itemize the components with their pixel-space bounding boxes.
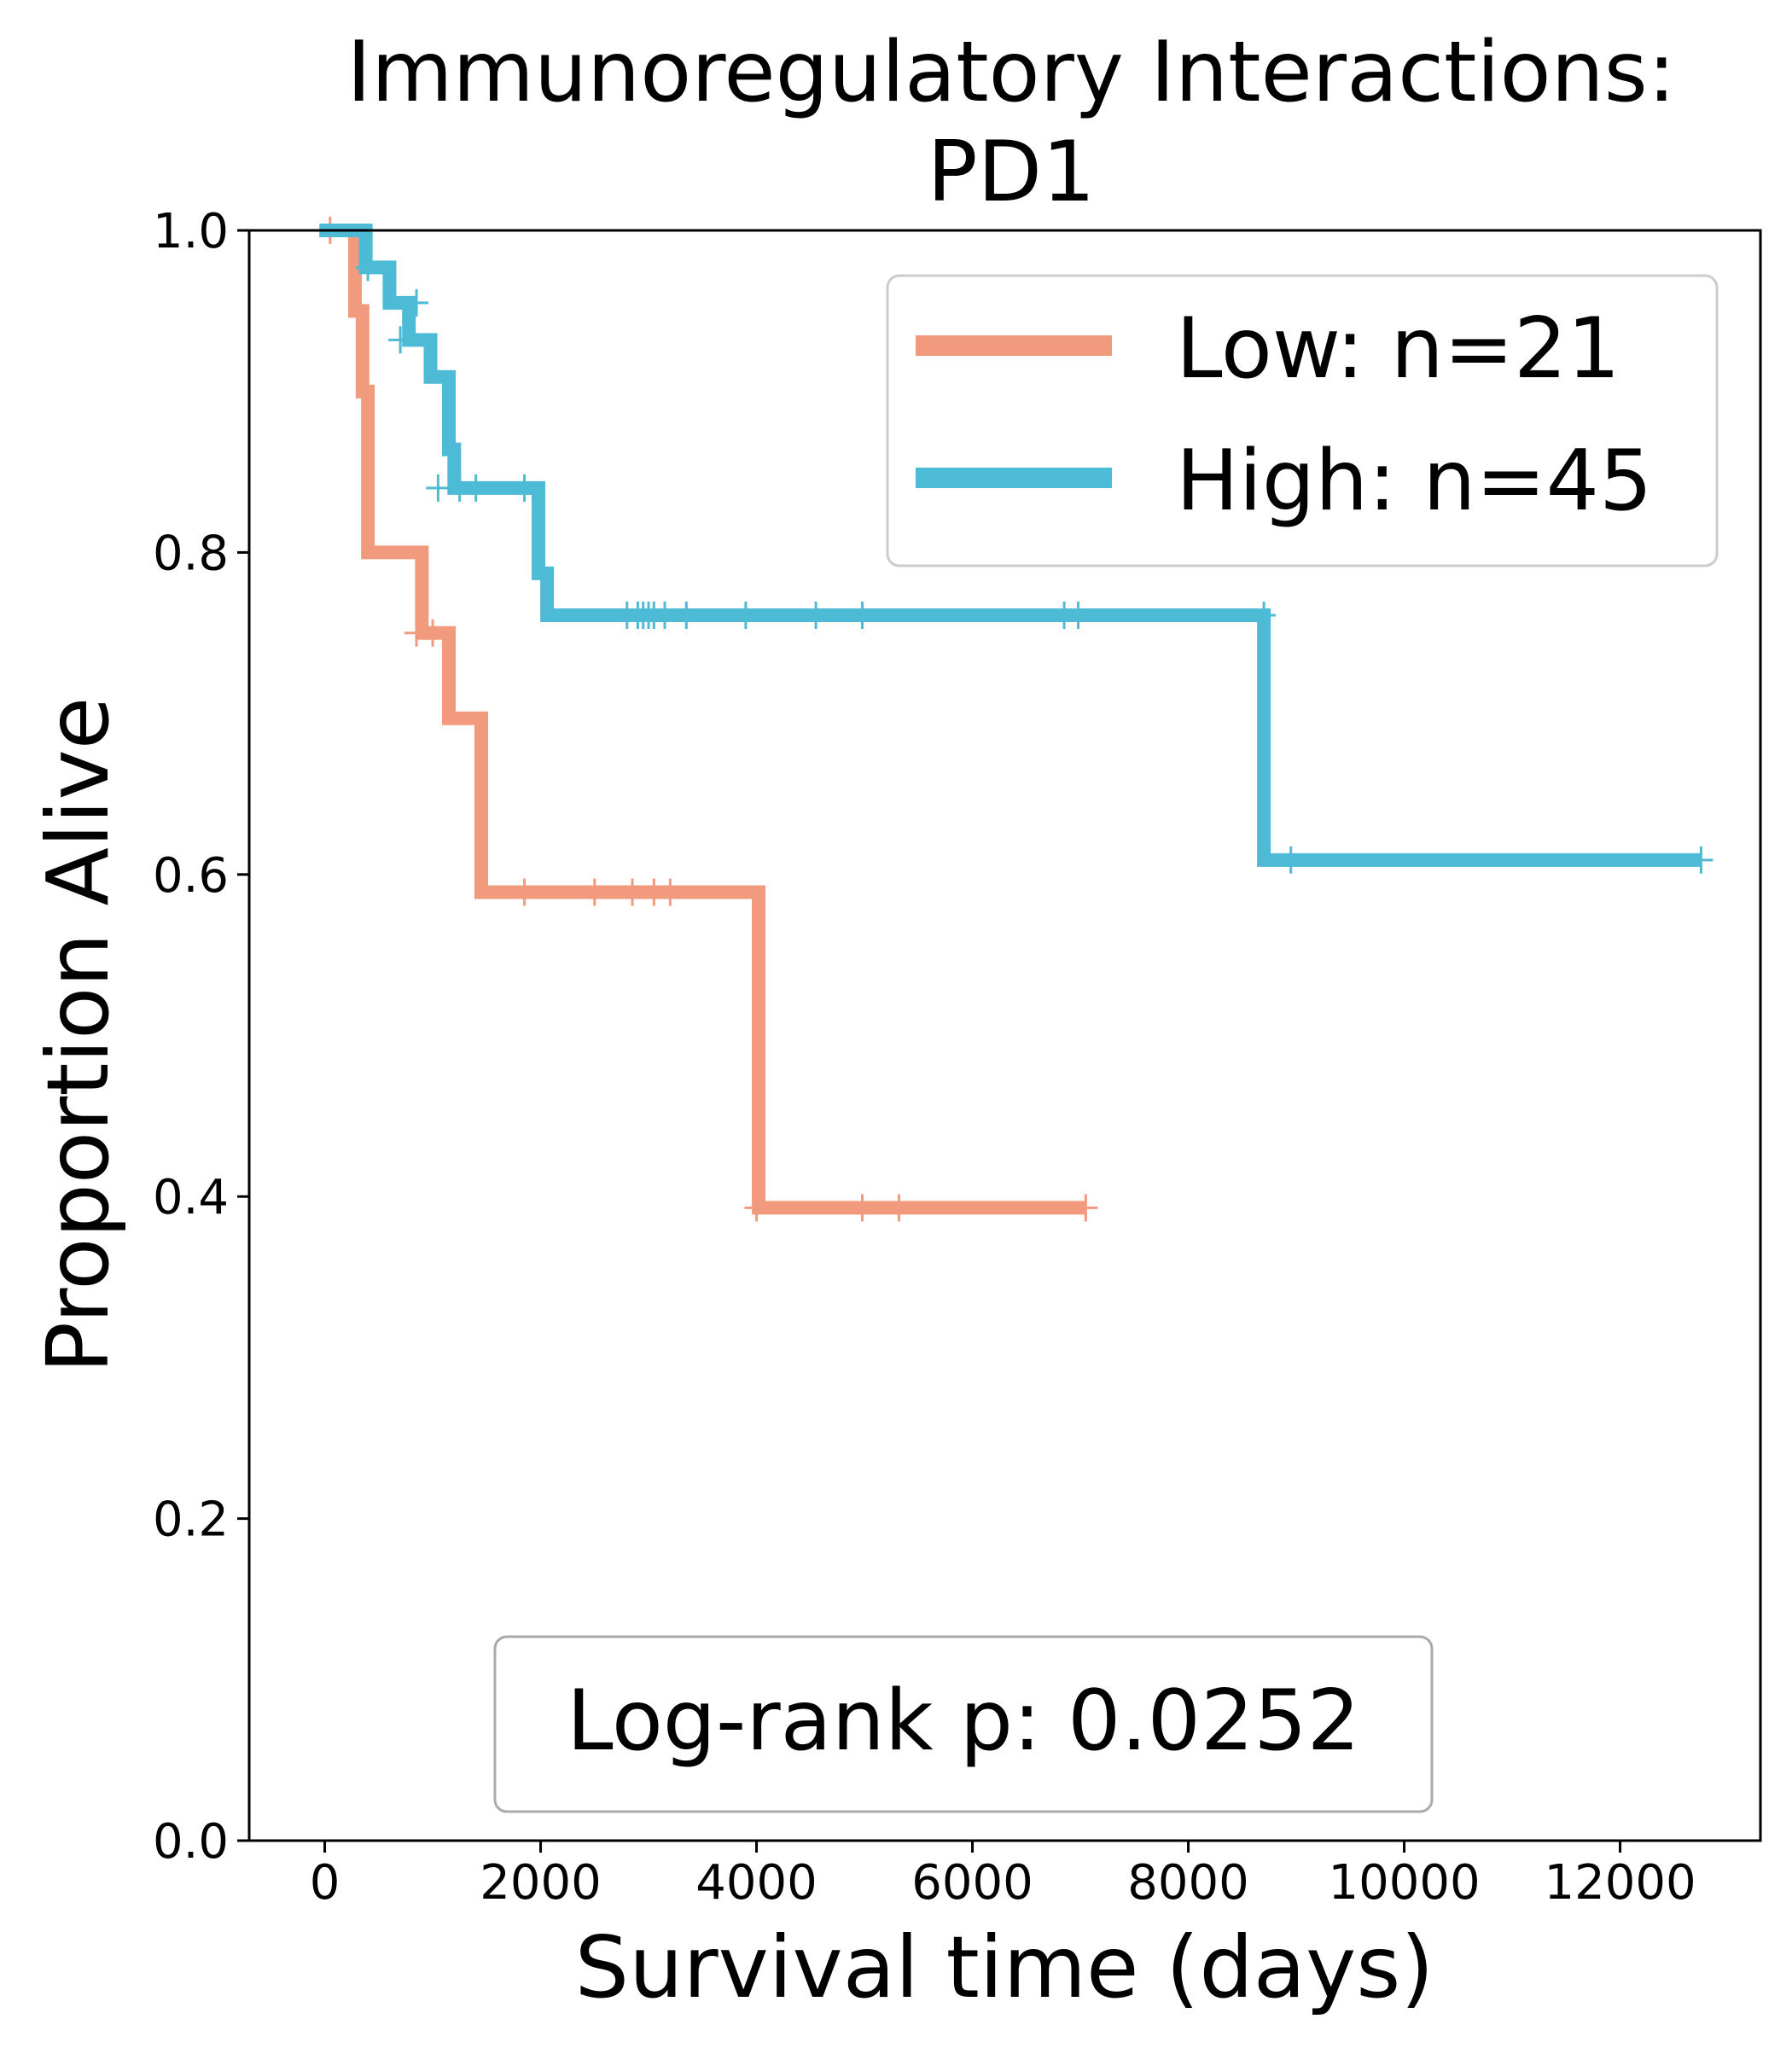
annotation-box [493,1635,1434,1813]
log-rank-text: Log-rank p: 0.0252 [567,1673,1360,1770]
x-axis-ticks: 0 2000 4000 6000 8000 10000 12000 [310,1841,1696,1911]
x-tick-label: 12000 [1544,1855,1696,1911]
legend-label-low: Low: n=21 [1176,300,1620,398]
legend-label-high: High: n=45 [1176,433,1652,530]
y-axis-ticks: 0.0 0.2 0.4 0.6 0.8 1.0 [153,204,249,1870]
x-tick-label: 2000 [480,1855,602,1911]
x-tick-label: 10000 [1328,1855,1480,1911]
km-curve-high [319,224,1702,867]
y-tick-label: 0.0 [153,1814,229,1870]
y-tick-label: 0.6 [153,848,229,904]
log-rank-annotation: Log-rank p: 0.0252 [493,1635,1434,1813]
x-axis-label: Survival time (days) [575,1917,1434,2017]
x-tick-label: 4000 [695,1855,817,1911]
x-tick-label: 0 [310,1855,340,1911]
y-tick-label: 0.4 [153,1170,229,1225]
km-curve-low [324,224,1086,1215]
y-tick-label: 0.2 [153,1492,229,1548]
chart-title-line-2: PD1 [928,124,1096,221]
chart-title-line-1: Immunoregulatory Interactions: [346,24,1676,121]
legend: Low: n=21 High: n=45 [886,274,1719,567]
x-tick-label: 6000 [911,1855,1033,1911]
y-tick-label: 0.8 [153,526,229,581]
plot-frame [247,229,1762,1842]
plot-series-layer [317,217,1713,1222]
y-tick-label: 1.0 [153,204,229,259]
x-tick-label: 8000 [1127,1855,1249,1911]
y-axis-label: Proportion Alive [28,697,128,1373]
